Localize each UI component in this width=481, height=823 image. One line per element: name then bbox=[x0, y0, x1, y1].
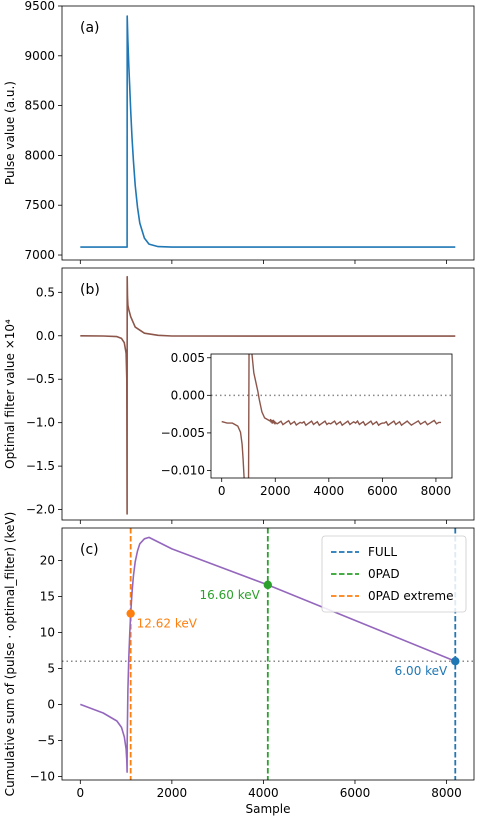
point-annotation-1: 16.60 keV bbox=[200, 588, 261, 602]
y-tick-label: 10 bbox=[40, 625, 55, 639]
inset-y-tick-label: 0.005 bbox=[171, 351, 205, 365]
y-tick-label: 8500 bbox=[24, 99, 55, 113]
point-annotation-2: 6.00 keV bbox=[395, 664, 448, 678]
legend: FULL 0PAD 0PAD extreme bbox=[321, 535, 467, 613]
annotation-value: 12.62 bbox=[137, 617, 175, 631]
inset-y-tick-label: 0.000 bbox=[171, 388, 205, 402]
x-tick-label: 4000 bbox=[248, 786, 279, 800]
y-axis-title: Optimal filter value ×10⁴ bbox=[3, 319, 17, 469]
inset-x-tick-label: 2000 bbox=[260, 484, 291, 498]
y-tick-label: −1.5 bbox=[26, 459, 55, 473]
x-tick-label: 6000 bbox=[340, 786, 371, 800]
y-tick-label: 15 bbox=[40, 589, 55, 603]
y-tick-label: 9500 bbox=[24, 0, 55, 13]
annotation-unit: keV bbox=[175, 617, 198, 631]
x-tick-label: 8000 bbox=[431, 786, 462, 800]
axes-frame bbox=[61, 527, 475, 781]
inset-y-tick-label: −0.010 bbox=[161, 463, 205, 477]
inset-x-tick-label: 8000 bbox=[421, 484, 452, 498]
marker-point-2 bbox=[451, 657, 460, 666]
y-tick-label: 0.5 bbox=[36, 285, 55, 299]
x-tick-label: 2000 bbox=[157, 786, 188, 800]
inset-x-tick-label: 6000 bbox=[367, 484, 398, 498]
inset-series-line-0 bbox=[221, 354, 441, 478]
panel-label: (b) bbox=[80, 282, 100, 298]
legend-label-0: FULL bbox=[368, 545, 397, 559]
panel-1: 7000 7500 8000 8500 9000 9500 (a) Pulse value (… bbox=[3, 0, 475, 264]
y-tick-label: −10 bbox=[30, 769, 55, 783]
y-axis-title: Pulse value (a.u.) bbox=[3, 81, 17, 185]
inset-background bbox=[211, 354, 452, 478]
x-tick-label: 0 bbox=[76, 786, 84, 800]
y-tick-label: 5 bbox=[47, 661, 55, 675]
inset-plot bbox=[211, 354, 452, 478]
inset-axes: 0.005 0.000 −0.005 −0.010 0 2000 4000 6000 8000 bbox=[161, 351, 453, 498]
y-tick-label: −5 bbox=[37, 733, 55, 747]
panel-2: −2.0 −1.5 −1.0 −0.5 0.0 0.5 (b) Optimal filter … bbox=[3, 267, 475, 524]
series-line-0 bbox=[80, 536, 456, 773]
y-tick-label: 9000 bbox=[24, 49, 55, 63]
axes-frame bbox=[61, 267, 475, 521]
panel-label: (c) bbox=[80, 542, 99, 558]
y-tick-label: 7000 bbox=[24, 248, 55, 262]
axes-frame bbox=[61, 5, 475, 261]
y-tick-label: 20 bbox=[40, 553, 55, 567]
inset-x-tick-label: 4000 bbox=[314, 484, 345, 498]
inset-x-tick-label: 0 bbox=[218, 484, 226, 498]
plot-area bbox=[80, 275, 456, 515]
y-axis-title: Cumulative sum of (pulse · optimal_filte… bbox=[3, 512, 17, 797]
series-line-0 bbox=[80, 275, 456, 515]
point-annotation-0: 12.62 keV bbox=[137, 617, 198, 631]
y-tick-label: 0 bbox=[47, 697, 55, 711]
series-line-0 bbox=[80, 15, 456, 248]
y-tick-label: −1.0 bbox=[26, 416, 55, 430]
legend-label-2: 0PAD extreme bbox=[368, 589, 453, 603]
panel-label: (a) bbox=[80, 20, 100, 36]
legend-label-1: 0PAD bbox=[368, 567, 400, 581]
y-tick-label: −2.0 bbox=[26, 503, 55, 517]
y-tick-label: 0.0 bbox=[36, 329, 55, 343]
x-axis-title: Sample bbox=[246, 802, 291, 816]
plot-area bbox=[80, 15, 456, 248]
marker-point-0 bbox=[126, 609, 135, 618]
panel-3: −10 −5 0 5 10 15 20 0 2000 4000 6000 8000 (c) Cumulat… bbox=[3, 512, 475, 816]
y-tick-label: −0.5 bbox=[26, 372, 55, 386]
marker-point-1 bbox=[263, 580, 273, 590]
inset-frame bbox=[210, 353, 453, 479]
y-tick-label: 7500 bbox=[24, 198, 55, 212]
y-tick-label: 8000 bbox=[24, 148, 55, 162]
inset-y-tick-label: −0.005 bbox=[161, 426, 205, 440]
legend-box bbox=[321, 535, 467, 613]
